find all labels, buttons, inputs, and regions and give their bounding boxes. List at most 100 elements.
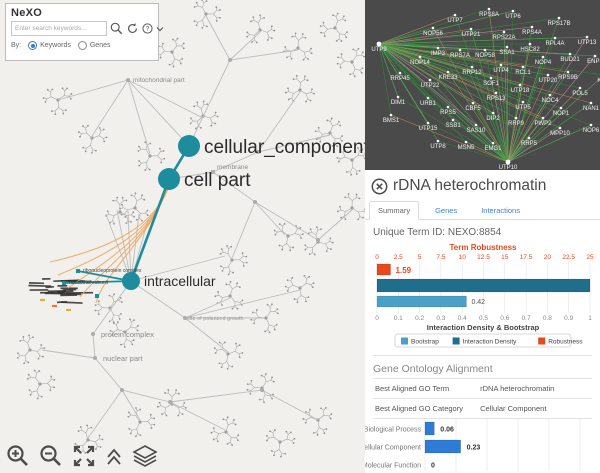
term-node-label[interactable]: cellular_component	[204, 137, 365, 158]
radio-keywords[interactable]	[28, 41, 38, 50]
zoom-in-icon[interactable]	[6, 444, 30, 473]
gene-node-label[interactable]: RPS4A	[522, 30, 542, 36]
gene-node-label[interactable]: SSB1	[445, 123, 461, 129]
chevron-down-icon[interactable]	[156, 25, 164, 33]
search-input[interactable]	[11, 21, 107, 36]
go-category-value: Cellular Component	[478, 398, 592, 419]
gene-node-label[interactable]: UTP7	[447, 18, 463, 24]
gene-node-label[interactable]: RPS5	[440, 110, 456, 116]
gene-node-label[interactable]: MPP10	[550, 131, 570, 137]
gene-network[interactable]: UTP9 RPS8A UTP6 RPS17B UTP7 NOP56 UTP21 RPS22A R…	[365, 0, 600, 171]
term-node-label[interactable]: ribosomal subunit	[69, 280, 109, 286]
svg-text:7.5: 7.5	[436, 254, 445, 261]
gene-node-label[interactable]: UTP21	[462, 32, 481, 38]
gene-node-label[interactable]: BMS1	[383, 118, 400, 124]
gene-node-label[interactable]: HSC82	[520, 47, 540, 53]
gene-node-label[interactable]: POL5	[572, 91, 588, 97]
close-icon[interactable]	[371, 178, 388, 195]
help-icon[interactable]: ?	[142, 23, 153, 34]
gene-network-panel[interactable]: UTP9 RPS8A UTP6 RPS17B UTP7 NOP56 UTP21 RPS22A R…	[365, 0, 600, 171]
gene-node-label[interactable]: PWP2	[534, 121, 552, 127]
gene-node-label[interactable]: MSN5	[458, 145, 475, 151]
term-node-label[interactable]: site of polarized growth	[187, 316, 244, 322]
radio-keywords-label[interactable]: Keywords	[40, 42, 71, 49]
term-node[interactable]	[122, 272, 140, 290]
go-category-key: Best Aligned GO Category	[373, 398, 479, 419]
gene-node-label[interactable]: KRI1	[597, 78, 600, 84]
gene-node-label[interactable]: UTP13	[578, 40, 597, 46]
tab-interactions[interactable]: Interactions	[481, 206, 520, 215]
gene-node-label[interactable]: BUD21	[560, 57, 580, 63]
table-row: Best Aligned GO Term rDNA heterochromati…	[373, 378, 592, 399]
gene-node-label[interactable]: RRP9	[508, 121, 525, 127]
gene-node-label[interactable]: RRP45	[390, 76, 410, 82]
collapse-icon[interactable]	[105, 446, 123, 473]
fit-view-icon[interactable]	[72, 444, 96, 473]
tab-summary[interactable]: Summary	[369, 201, 420, 220]
gene-node-label[interactable]: RPS7A	[450, 53, 470, 59]
gene-node-label[interactable]: RPL4A	[545, 41, 564, 47]
gene-node-label[interactable]: CBF5	[465, 106, 481, 112]
tab-genes[interactable]: Genes	[435, 206, 458, 215]
gene-node-label[interactable]: UTP18	[511, 88, 530, 94]
gene-node-label[interactable]: URB1	[420, 101, 437, 107]
gene-node-label[interactable]: UTP22	[421, 83, 440, 89]
term-node-label[interactable]: mitochondrial part	[133, 77, 185, 84]
gene-node-label[interactable]: RRP12	[462, 70, 482, 76]
gene-node-label[interactable]: SAS10	[467, 128, 486, 134]
svg-text:20: 20	[544, 254, 552, 261]
gene-node-label[interactable]: UTP6	[505, 14, 521, 20]
gene-node-label[interactable]: SSA1	[499, 50, 515, 56]
ontology-canvas[interactable]: membrane mitochondrial part protein comple…	[0, 0, 365, 473]
term-node[interactable]	[178, 135, 200, 157]
radio-genes-label[interactable]: Genes	[89, 42, 111, 49]
gene-node-label[interactable]: UTP8	[430, 144, 446, 150]
gene-node-label[interactable]: RPS13	[486, 96, 506, 102]
refresh-icon[interactable]	[126, 22, 139, 35]
gene-node-label[interactable]: NOP4	[535, 60, 552, 66]
gene-node-label[interactable]: NAN1	[583, 106, 600, 112]
svg-text:Biological Process: Biological Process	[365, 427, 421, 434]
gene-node-label[interactable]: UTP4	[493, 68, 509, 74]
gene-node-label[interactable]: DIP2	[486, 116, 500, 122]
ontology-network[interactable]: membrane mitochondrial part protein comple…	[0, 0, 365, 473]
gene-node-label[interactable]: NOP6	[583, 128, 600, 134]
term-node[interactable]	[158, 168, 180, 190]
term-node-label[interactable]: ribonucleoprotein complex	[83, 268, 142, 274]
radio-genes[interactable]	[77, 41, 87, 50]
gene-node-label[interactable]: ENP1	[587, 59, 600, 65]
gene-node-label[interactable]: UTP15	[419, 126, 438, 132]
gene-node-label[interactable]: RPS17B	[547, 21, 570, 27]
term-node-label[interactable]: protein complex	[101, 330, 154, 339]
term-node-label[interactable]: cell part	[184, 170, 251, 191]
gene-node-label[interactable]: RPS9B	[558, 75, 578, 81]
gene-node-label[interactable]: RRP5	[521, 141, 538, 147]
gene-node-label[interactable]: NOP14	[410, 60, 430, 66]
gene-node-label[interactable]: NOP56	[423, 31, 443, 37]
gene-node-label[interactable]: RPS22A	[492, 35, 515, 41]
gene-node-label[interactable]: NOP58	[475, 53, 495, 59]
search-icon[interactable]	[110, 22, 123, 35]
detail-tabs: Summary Genes Interactions	[365, 201, 600, 220]
gene-node-label[interactable]: SOF1	[483, 81, 499, 87]
gene-node-label[interactable]: DIM1	[391, 100, 406, 106]
gene-node-label[interactable]: EMG1	[484, 146, 502, 152]
gene-node-label[interactable]: NOC4	[542, 98, 559, 104]
gene-node-label[interactable]: UTP10	[499, 165, 518, 171]
gene-node-label[interactable]: RPS8A	[479, 12, 499, 18]
search-by-label: By:	[11, 42, 22, 49]
svg-text:0.9: 0.9	[564, 315, 573, 322]
gene-node-label[interactable]: NOP1	[553, 111, 570, 117]
term-node-label[interactable]: nuclear part	[103, 354, 144, 363]
gene-node-label[interactable]: RCL1	[515, 70, 531, 76]
gene-node-label[interactable]: IMP3	[431, 51, 446, 57]
term-node-label[interactable]: intracellular	[144, 273, 216, 289]
svg-text:15: 15	[501, 254, 509, 261]
layers-icon[interactable]	[132, 444, 158, 473]
zoom-out-icon[interactable]	[39, 444, 63, 473]
gene-node-label[interactable]: KRE33	[438, 75, 458, 81]
term-node-label[interactable]: membrane	[217, 164, 248, 171]
gene-node-label[interactable]: UTP9	[371, 47, 387, 53]
gene-node-label[interactable]: UTP20	[539, 78, 558, 84]
gene-node-label[interactable]: UTP5	[515, 105, 531, 111]
